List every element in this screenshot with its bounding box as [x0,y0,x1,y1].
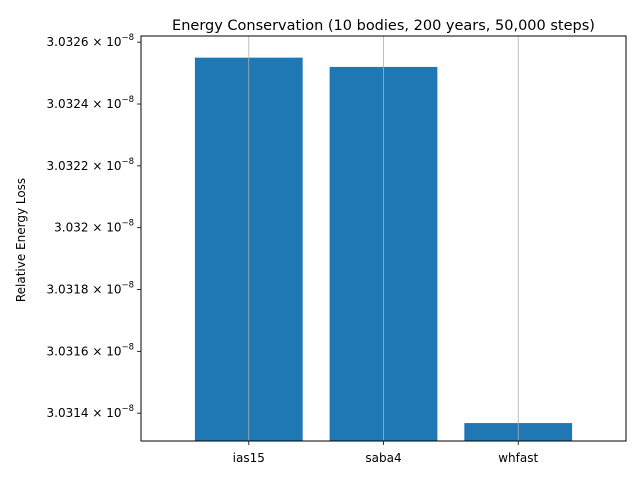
x-tick-label-whfast: whfast [498,451,538,465]
y-tick-label-3.0324: 3.0324 × 10−8 [47,95,134,111]
tick-labels: ias15 saba4 whfast 3.0314 × 10−8 3.0316 × 10… [47,33,539,465]
chart-title: Energy Conservation (10 bodies, 200 year… [172,18,595,34]
y-axis-title: Relative Energy Loss [14,178,28,302]
y-tick-label-3.032: 3.032 × 10−8 [54,219,134,235]
y-tick-label-3.0322: 3.0322 × 10−8 [47,157,134,173]
x-tick-label-ias15: ias15 [233,451,265,465]
y-tick-label-3.0318: 3.0318 × 10−8 [47,281,134,297]
y-tick-label-3.0326: 3.0326 × 10−8 [47,33,134,49]
axes [137,35,627,445]
vertical-grid-lines [248,36,519,441]
y-tick-label-3.0316: 3.0316 × 10−8 [47,342,134,358]
x-tick-label-saba4: saba4 [365,451,401,465]
y-tick-label-3.0314: 3.0314 × 10−8 [47,404,134,420]
